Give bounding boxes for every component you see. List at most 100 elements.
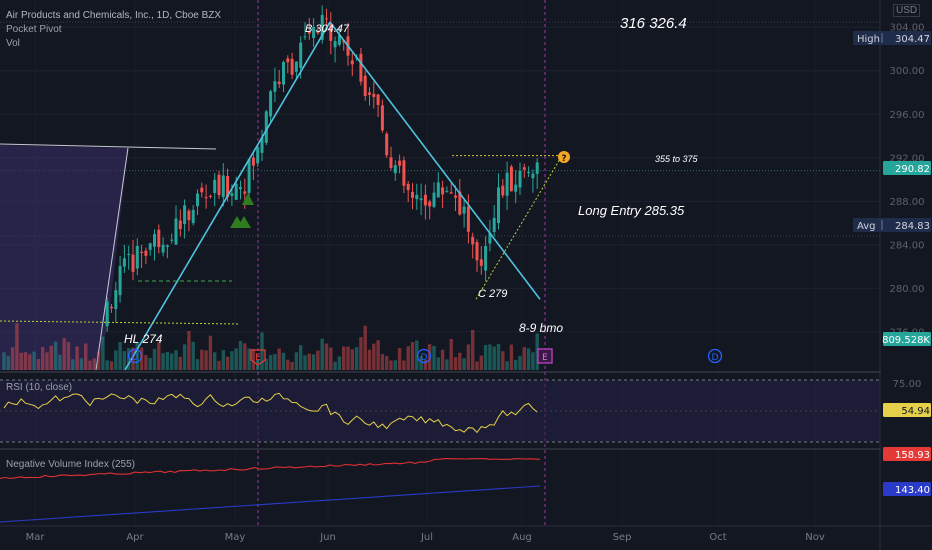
indicator-label-pocket-pivot[interactable]: Pocket Pivot [6,24,62,35]
nvi-value-label-text: 158.93 [895,450,930,461]
candle-body-32 [135,245,139,269]
candle-body-121 [518,170,522,188]
volume-bar-51 [217,360,221,370]
volume-bar-111 [475,361,479,370]
last-price-label-text: 290.82 [895,164,930,175]
candle-body-48 [204,197,208,199]
time-tick-2: May [225,532,246,543]
volume-bar-101 [432,345,436,370]
rsi-line [3,392,538,434]
volume-bar-71 [303,355,307,370]
price-tick-3: 288.00 [890,197,925,208]
volume-bar-5 [19,352,23,370]
volume-bar-50 [213,352,217,370]
candle-body-101 [432,192,436,207]
candle-body-54 [230,193,234,196]
candle-body-40 [170,239,174,241]
candle-body-26 [110,306,113,309]
price-tick-4: 292.00 [890,153,925,164]
volume-bar-102 [436,357,440,370]
volume-bar-22 [92,358,96,370]
nvi-title[interactable]: Negative Volume Index (255) [6,459,135,470]
dividend-marker-2: D [712,353,719,363]
rsi-value-label-bg [883,403,931,417]
volume-bar-55 [234,348,238,370]
candle-body-33 [140,251,144,253]
question-marker [558,151,570,163]
candle-body-49 [208,195,212,197]
volume-bar-35 [148,357,152,370]
volume-bar-76 [324,343,329,370]
volume-bar-28 [118,342,122,370]
candle-body-109 [466,206,470,232]
candle-body-78 [333,41,337,48]
price-axis-bg [881,0,932,550]
volume-bar-66 [281,352,286,370]
volume-bar-10 [41,347,45,370]
volume-bar-26 [109,361,114,370]
volume-bar-42 [178,356,182,370]
candle-body-105 [449,192,453,194]
candle-body-84 [359,53,363,82]
candle-body-124 [531,173,535,179]
volume-bar-90 [385,355,389,370]
rsi-title[interactable]: RSI (10, close) [6,382,73,393]
candle-body-52 [221,175,225,198]
candle-body-55 [234,183,238,200]
candle-body-119 [509,166,513,192]
candle-body-85 [363,75,367,96]
candle-body-56 [239,187,242,190]
candle-body-51 [217,174,221,196]
volume-bar-37 [157,342,161,370]
volume-bar-11 [45,352,49,370]
volume-bar-2 [6,355,10,370]
volume-bar-83 [354,347,359,370]
volume-bar-73 [311,354,316,370]
candle-body-118 [505,172,509,196]
volume-bar-49 [208,335,213,370]
volume-bar-34 [144,355,148,370]
dividend-marker-0: D [132,353,139,363]
currency-label[interactable]: USD [893,4,921,17]
volume-bar-70 [299,345,303,370]
candle-body-47 [200,187,204,193]
candle-body-68 [290,58,294,75]
candle-body-92 [393,165,397,174]
volume-bar-45 [191,341,195,370]
volume-bar-3 [10,347,15,370]
candle-body-35 [148,243,152,250]
candle-body-115 [492,217,496,232]
volume-bar-52 [221,350,225,370]
volume-bar-8 [32,351,36,370]
candle-body-110 [471,236,475,245]
candle-body-93 [398,160,402,166]
indicator-label-vol[interactable]: Vol [6,38,20,49]
volume-bar-47 [200,349,204,370]
volume-bar-68 [290,361,294,370]
candle-body-106 [454,195,457,198]
rsi-pane [0,379,880,443]
time-tick-1: Apr [126,532,144,543]
nvi-line [0,458,541,479]
candle-body-94 [402,160,406,186]
volume-bar-77 [329,347,333,370]
candle-body-117 [501,185,505,196]
high-price-label-bg [853,31,931,45]
annotation-c: C 279 [478,288,507,300]
rsi-value-label-text: 54.94 [901,406,930,417]
volume-bar-43 [182,344,187,370]
annotation-range: 355 to 375 [655,154,699,164]
avg-price-label-prefix: Avg [857,221,876,232]
candle-body-39 [165,245,169,247]
candle-body-72 [307,31,311,34]
volume-bar-123 [526,348,531,370]
dividend-marker-circle-0 [127,348,143,364]
volume-bar-87 [372,343,376,370]
volume-bar-62 [264,358,268,370]
volume-label-bg [883,332,931,346]
candle-body-97 [415,194,419,200]
volume-bar-17 [71,359,75,370]
candle-body-88 [376,94,380,105]
